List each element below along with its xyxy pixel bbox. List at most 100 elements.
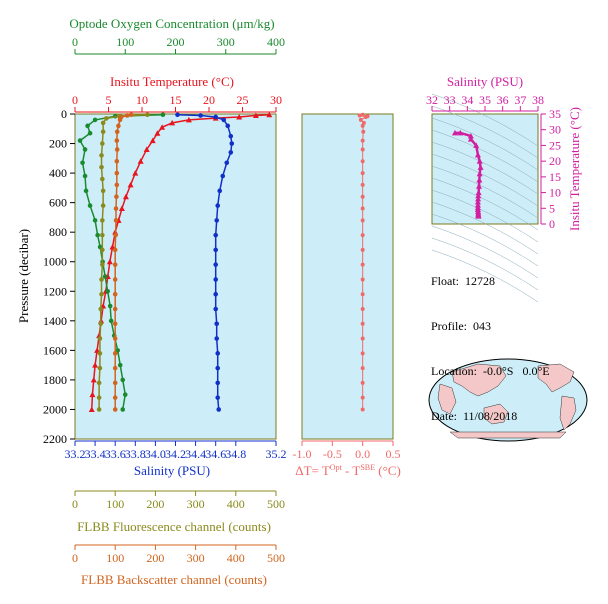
temperature-tick-label: 20 (203, 93, 215, 107)
ts-y-tick-label: 25 (549, 138, 561, 152)
ts-y-tick-label: 30 (549, 123, 561, 137)
temperature-point (149, 137, 156, 144)
delta-t-point (360, 380, 365, 385)
fluorescence-point (100, 247, 105, 253)
backscatter-tick-label: 200 (146, 551, 164, 565)
ts-point (476, 170, 483, 177)
ts-point (476, 177, 483, 183)
salinity-point (224, 160, 230, 166)
temperature-tick-label: 25 (237, 93, 249, 107)
temperature-point (106, 258, 113, 265)
float-value: 12728 (465, 274, 496, 288)
ts-point (467, 136, 474, 142)
oxygen-tick-label: 100 (116, 35, 134, 49)
oxygen-point (120, 377, 126, 383)
float-row: Float: 12728 (431, 274, 550, 289)
temperature-point (92, 362, 99, 368)
delta-t-tick-label: 0.0 (355, 447, 370, 461)
location-label: Location: (431, 364, 477, 378)
fluorescence-point (96, 395, 102, 400)
date-label: Date: (431, 409, 457, 423)
oxygen-axis-title: Optode Oxygen Concentration (μm/kg) (69, 16, 274, 31)
fluorescence-point (100, 203, 106, 208)
float-info: Float: 12728 Profile: 043 Location: -0.0… (431, 244, 550, 439)
salinity-tick-label: 33.4 (85, 447, 106, 461)
oxygen-point (108, 318, 114, 324)
oxygen-point (122, 392, 128, 397)
density-contour (431, 225, 539, 279)
ts-point (475, 213, 482, 219)
pressure-tick-label: 1800 (43, 373, 67, 387)
fluorescence-point (99, 291, 104, 297)
pressure-tick-label: 2000 (43, 402, 67, 416)
delta-t-point (360, 395, 365, 400)
backscatter-point (124, 113, 130, 118)
backscatter-point (114, 158, 120, 164)
backscatter-point (112, 291, 118, 297)
temperature-tick-label: 15 (170, 93, 182, 107)
ts-x-tick-label: 37 (514, 93, 526, 107)
salinity-point (175, 112, 180, 118)
density-contours (431, 93, 539, 303)
fluorescence-point (98, 306, 104, 312)
delta-t-axis: -1.0 -0.5 0.0 0.5 (293, 440, 401, 461)
density-contour (431, 105, 539, 159)
fluorescence-point (100, 120, 106, 126)
fluorescence-point (99, 153, 104, 158)
backscatter-point (112, 336, 118, 341)
density-contour (431, 153, 539, 207)
fluorescence-tick-label: 0 (72, 497, 78, 511)
density-contour (431, 177, 539, 231)
backscatter-point (112, 262, 118, 267)
delta-t-point (360, 159, 365, 164)
date-value: 11/08/2018 (463, 409, 518, 423)
fluorescence-point (100, 188, 106, 194)
temperature-tick-label: 10 (136, 93, 148, 107)
backscatter-tick-label: 300 (187, 551, 205, 565)
salinity-tick-label: 33.6 (105, 447, 126, 461)
backscatter-point (112, 351, 118, 356)
pressure-tick-label: 1400 (43, 314, 67, 328)
delta-t-point (360, 138, 365, 143)
delta-t-point (360, 366, 365, 371)
salinity-point (213, 306, 218, 312)
salinity-point (213, 114, 218, 120)
delta-t-point (360, 277, 365, 282)
salinity-point (228, 150, 234, 155)
delta-t-point (360, 194, 365, 199)
density-contour (431, 165, 539, 219)
density-contour (431, 213, 539, 267)
delta-t-tick-label: -0.5 (323, 447, 342, 461)
pressure-tick-label: 800 (49, 225, 67, 239)
salinity-point (214, 321, 220, 327)
density-contour (431, 141, 539, 195)
salinity-tick-label: 34.6 (205, 447, 226, 461)
pressure-axis: 0 200 400 600 800 1000 1200 1400 1600 1800 2000 220… (43, 107, 75, 446)
oxygen-point (87, 130, 93, 136)
fluorescence-point (100, 232, 105, 238)
oxygen-tick-label: 300 (217, 35, 235, 49)
ts-x-tick-label: 38 (532, 93, 544, 107)
delta-t-tick-label: 0.5 (386, 447, 401, 461)
temperature-point (252, 112, 259, 118)
delta-t-point (363, 114, 368, 119)
map-land-antarctica (449, 431, 567, 439)
backscatter-point (112, 365, 118, 371)
ts-y-tick-label: 5 (549, 201, 555, 215)
delta-t-point (360, 182, 365, 187)
oxygen-point (85, 123, 90, 129)
fluorescence-point (98, 321, 104, 327)
main-series-layer (77, 111, 273, 412)
fluorescence-tick-label: 100 (106, 497, 124, 511)
salinity-point (213, 247, 218, 253)
fluorescence-point (96, 380, 102, 386)
temperature-point (127, 181, 134, 188)
delta-t-point (360, 292, 365, 297)
delta-t-point (360, 123, 365, 128)
oxygen-point (92, 117, 98, 123)
temperature-tick-label: 0 (72, 93, 78, 107)
temperature-point (185, 116, 192, 123)
backscatter-point (114, 170, 120, 176)
temperature-axis-title: Insitu Temperature (°C) (110, 74, 234, 89)
salinity-point (228, 133, 234, 139)
